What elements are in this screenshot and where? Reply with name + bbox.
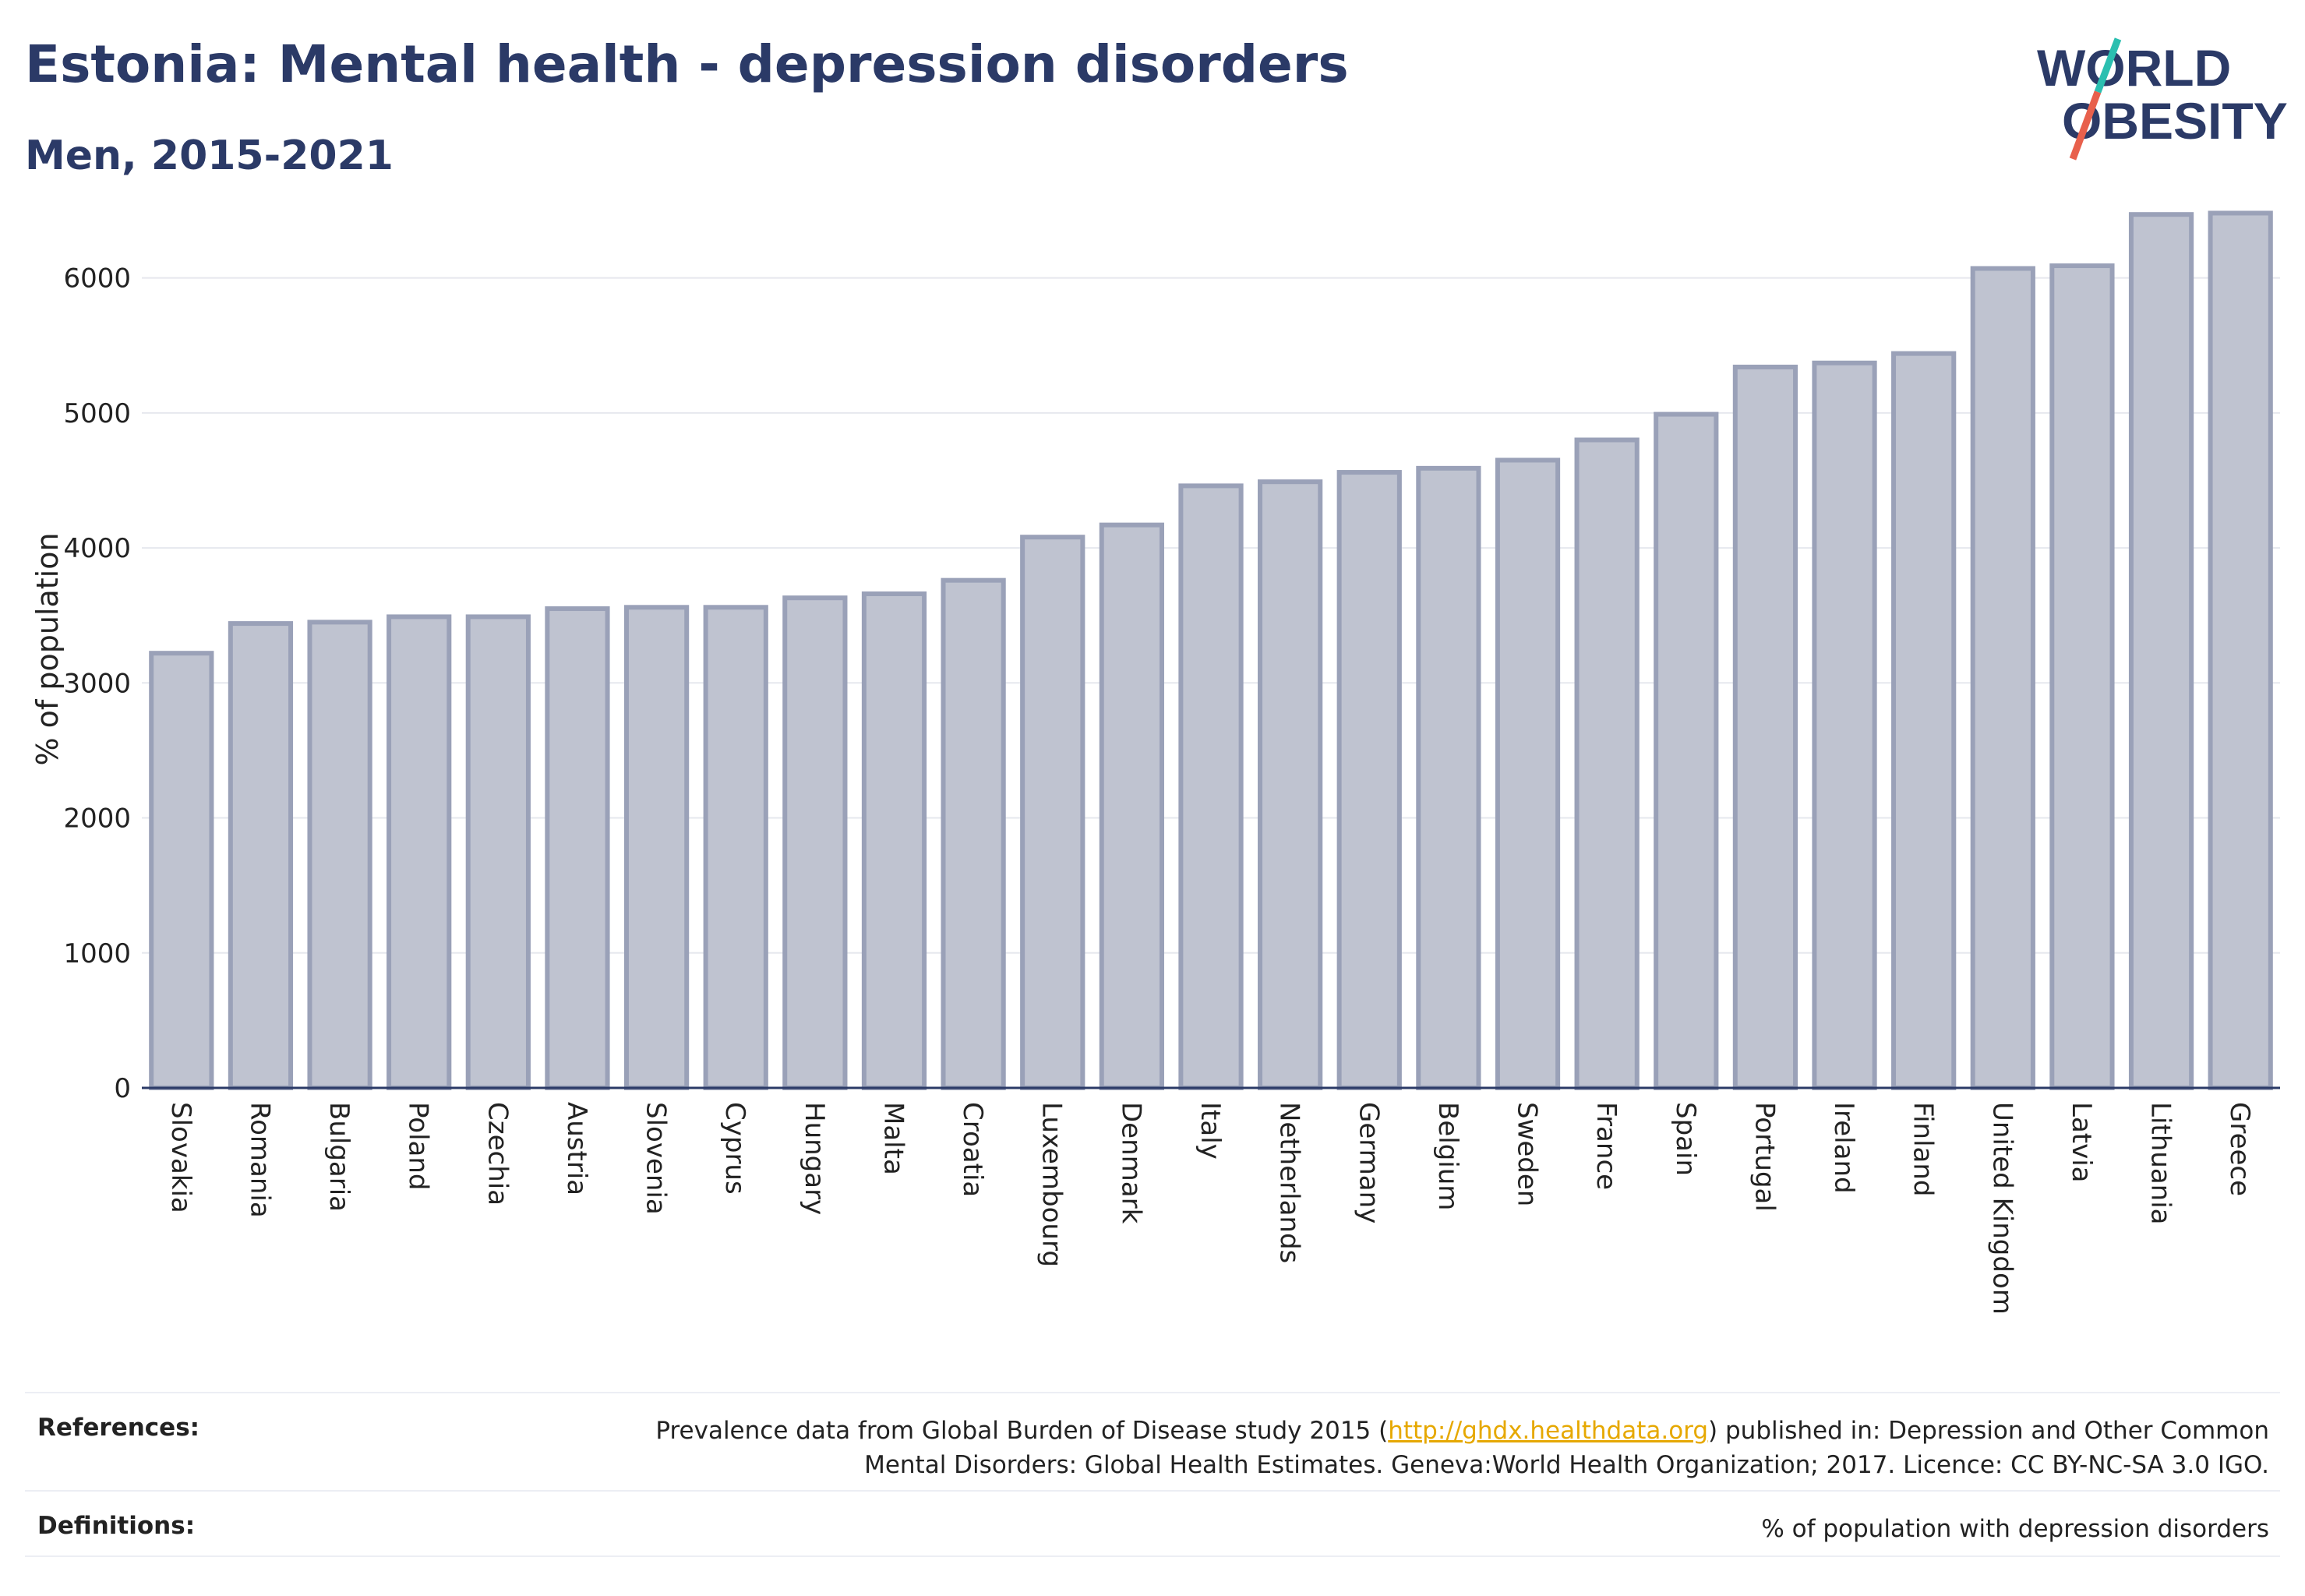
x-tick-label: Bulgaria — [323, 1102, 355, 1212]
bar-denmark — [1099, 522, 1164, 1090]
bar-slovenia — [623, 605, 690, 1090]
x-tick-label: Latvia — [2066, 1102, 2097, 1183]
bar-czechia — [465, 614, 531, 1090]
bar-italy — [1178, 483, 1244, 1090]
x-tick-label: Romania — [244, 1102, 275, 1218]
definitions-text: % of population with depression disorder… — [1761, 1515, 2269, 1543]
y-axis-label: % of population — [30, 532, 65, 765]
bar-greece — [2208, 210, 2273, 1091]
logo-line2: OBESITY — [2062, 92, 2288, 150]
bar-romania — [228, 621, 294, 1090]
definitions-label: Definitions: — [37, 1512, 196, 1540]
references-link[interactable]: http://ghdx.healthdata.org — [1388, 1417, 1709, 1445]
x-tick-label: Belgium — [1432, 1102, 1463, 1210]
x-tick-label: France — [1590, 1102, 1622, 1190]
y-tick-label: 5000 — [63, 398, 131, 429]
definitions-row: Definitions: % of population with depres… — [37, 1512, 2269, 1546]
x-tick-label: Croatia — [957, 1102, 988, 1197]
bar-spain — [1654, 411, 1719, 1090]
x-tick-label: Sweden — [1512, 1102, 1543, 1206]
bar-croatia — [941, 577, 1006, 1090]
x-axis-ticks: Slovakia Romania Bulgaria Poland Czechia Aust… — [165, 1102, 2255, 1315]
x-tick-label: Finland — [1908, 1102, 1939, 1197]
y-tick-label: 3000 — [63, 668, 131, 699]
y-tick-label: 6000 — [63, 263, 131, 295]
bar-cyprus — [703, 605, 768, 1090]
x-tick-label: Luxembourg — [1036, 1102, 1068, 1267]
bar-finland — [1891, 351, 1957, 1090]
x-tick-label: Spain — [1670, 1102, 1701, 1176]
x-tick-label: Netherlands — [1274, 1102, 1305, 1263]
x-tick-label: Austria — [561, 1102, 592, 1195]
references-row: References: Prevalence data from Global … — [37, 1414, 2269, 1484]
bar-france — [1574, 437, 1640, 1090]
logo-slash-top — [2094, 37, 2122, 94]
bar-latvia — [2049, 263, 2115, 1090]
x-tick-label: Poland — [403, 1102, 434, 1191]
x-tick-label: Malta — [877, 1102, 909, 1175]
y-tick-label: 1000 — [63, 938, 131, 969]
y-axis-ticks: 0 1000 2000 3000 4000 5000 6000 — [63, 263, 131, 1104]
x-tick-label: Italy — [1195, 1102, 1226, 1160]
bar-germany — [1336, 470, 1402, 1090]
x-tick-label: Germany — [1353, 1102, 1384, 1223]
bar-slovakia — [149, 651, 214, 1090]
references-text-after: ) published in: Depression and Other Com… — [1708, 1417, 2269, 1445]
bar-poland — [387, 614, 452, 1090]
bar-united-kingdom — [1970, 266, 2035, 1090]
x-tick-label: Portugal — [1749, 1102, 1780, 1212]
bar-austria — [545, 606, 610, 1090]
bar-ireland — [1812, 360, 1877, 1090]
footer-divider-top — [25, 1392, 2280, 1393]
x-tick-label: Ireland — [1828, 1102, 1859, 1194]
bars — [149, 210, 2273, 1091]
footer-divider-bottom — [25, 1555, 2280, 1557]
page-subtitle: Men, 2015-2021 — [25, 132, 394, 179]
logo-slash-bottom — [2069, 90, 2102, 161]
references-text-line2: Mental Disorders: Global Health Estimate… — [864, 1451, 2269, 1479]
bar-chart: 0 1000 2000 3000 4000 5000 6000 Slovakia Romani… — [30, 210, 2280, 1315]
x-tick-label: Denmark — [1115, 1102, 1146, 1224]
references-text-before: Prevalence data from Global Burden of Di… — [655, 1417, 1389, 1445]
references-text: Prevalence data from Global Burden of Di… — [655, 1414, 2269, 1482]
bar-netherlands — [1258, 479, 1323, 1090]
x-tick-label: Lithuania — [2145, 1102, 2176, 1224]
bar-sweden — [1495, 457, 1561, 1090]
world-obesity-logo: WORLD OBESITY — [2037, 37, 2288, 161]
y-tick-label: 0 — [114, 1073, 131, 1104]
bar-malta — [861, 591, 927, 1090]
x-tick-label: Czechia — [482, 1102, 513, 1206]
bar-belgium — [1416, 465, 1481, 1090]
references-label: References: — [37, 1414, 200, 1442]
y-tick-label: 2000 — [63, 803, 131, 835]
x-tick-label: United Kingdom — [1986, 1102, 2017, 1315]
logo-line1: WORLD — [2037, 39, 2231, 97]
bar-luxembourg — [1020, 535, 1085, 1090]
bar-hungary — [782, 595, 848, 1090]
bar-portugal — [1732, 364, 1798, 1090]
x-tick-label: Slovakia — [165, 1102, 196, 1213]
x-tick-label: Slovenia — [641, 1102, 672, 1215]
x-tick-label: Cyprus — [719, 1102, 750, 1195]
x-tick-label: Hungary — [799, 1102, 830, 1215]
bar-bulgaria — [307, 620, 372, 1090]
page-title: Estonia: Mental health - depression diso… — [25, 34, 1349, 94]
bar-lithuania — [2128, 212, 2194, 1091]
x-tick-label: Greece — [2224, 1102, 2255, 1196]
y-tick-label: 4000 — [63, 533, 131, 564]
footer-divider-middle — [25, 1490, 2280, 1492]
